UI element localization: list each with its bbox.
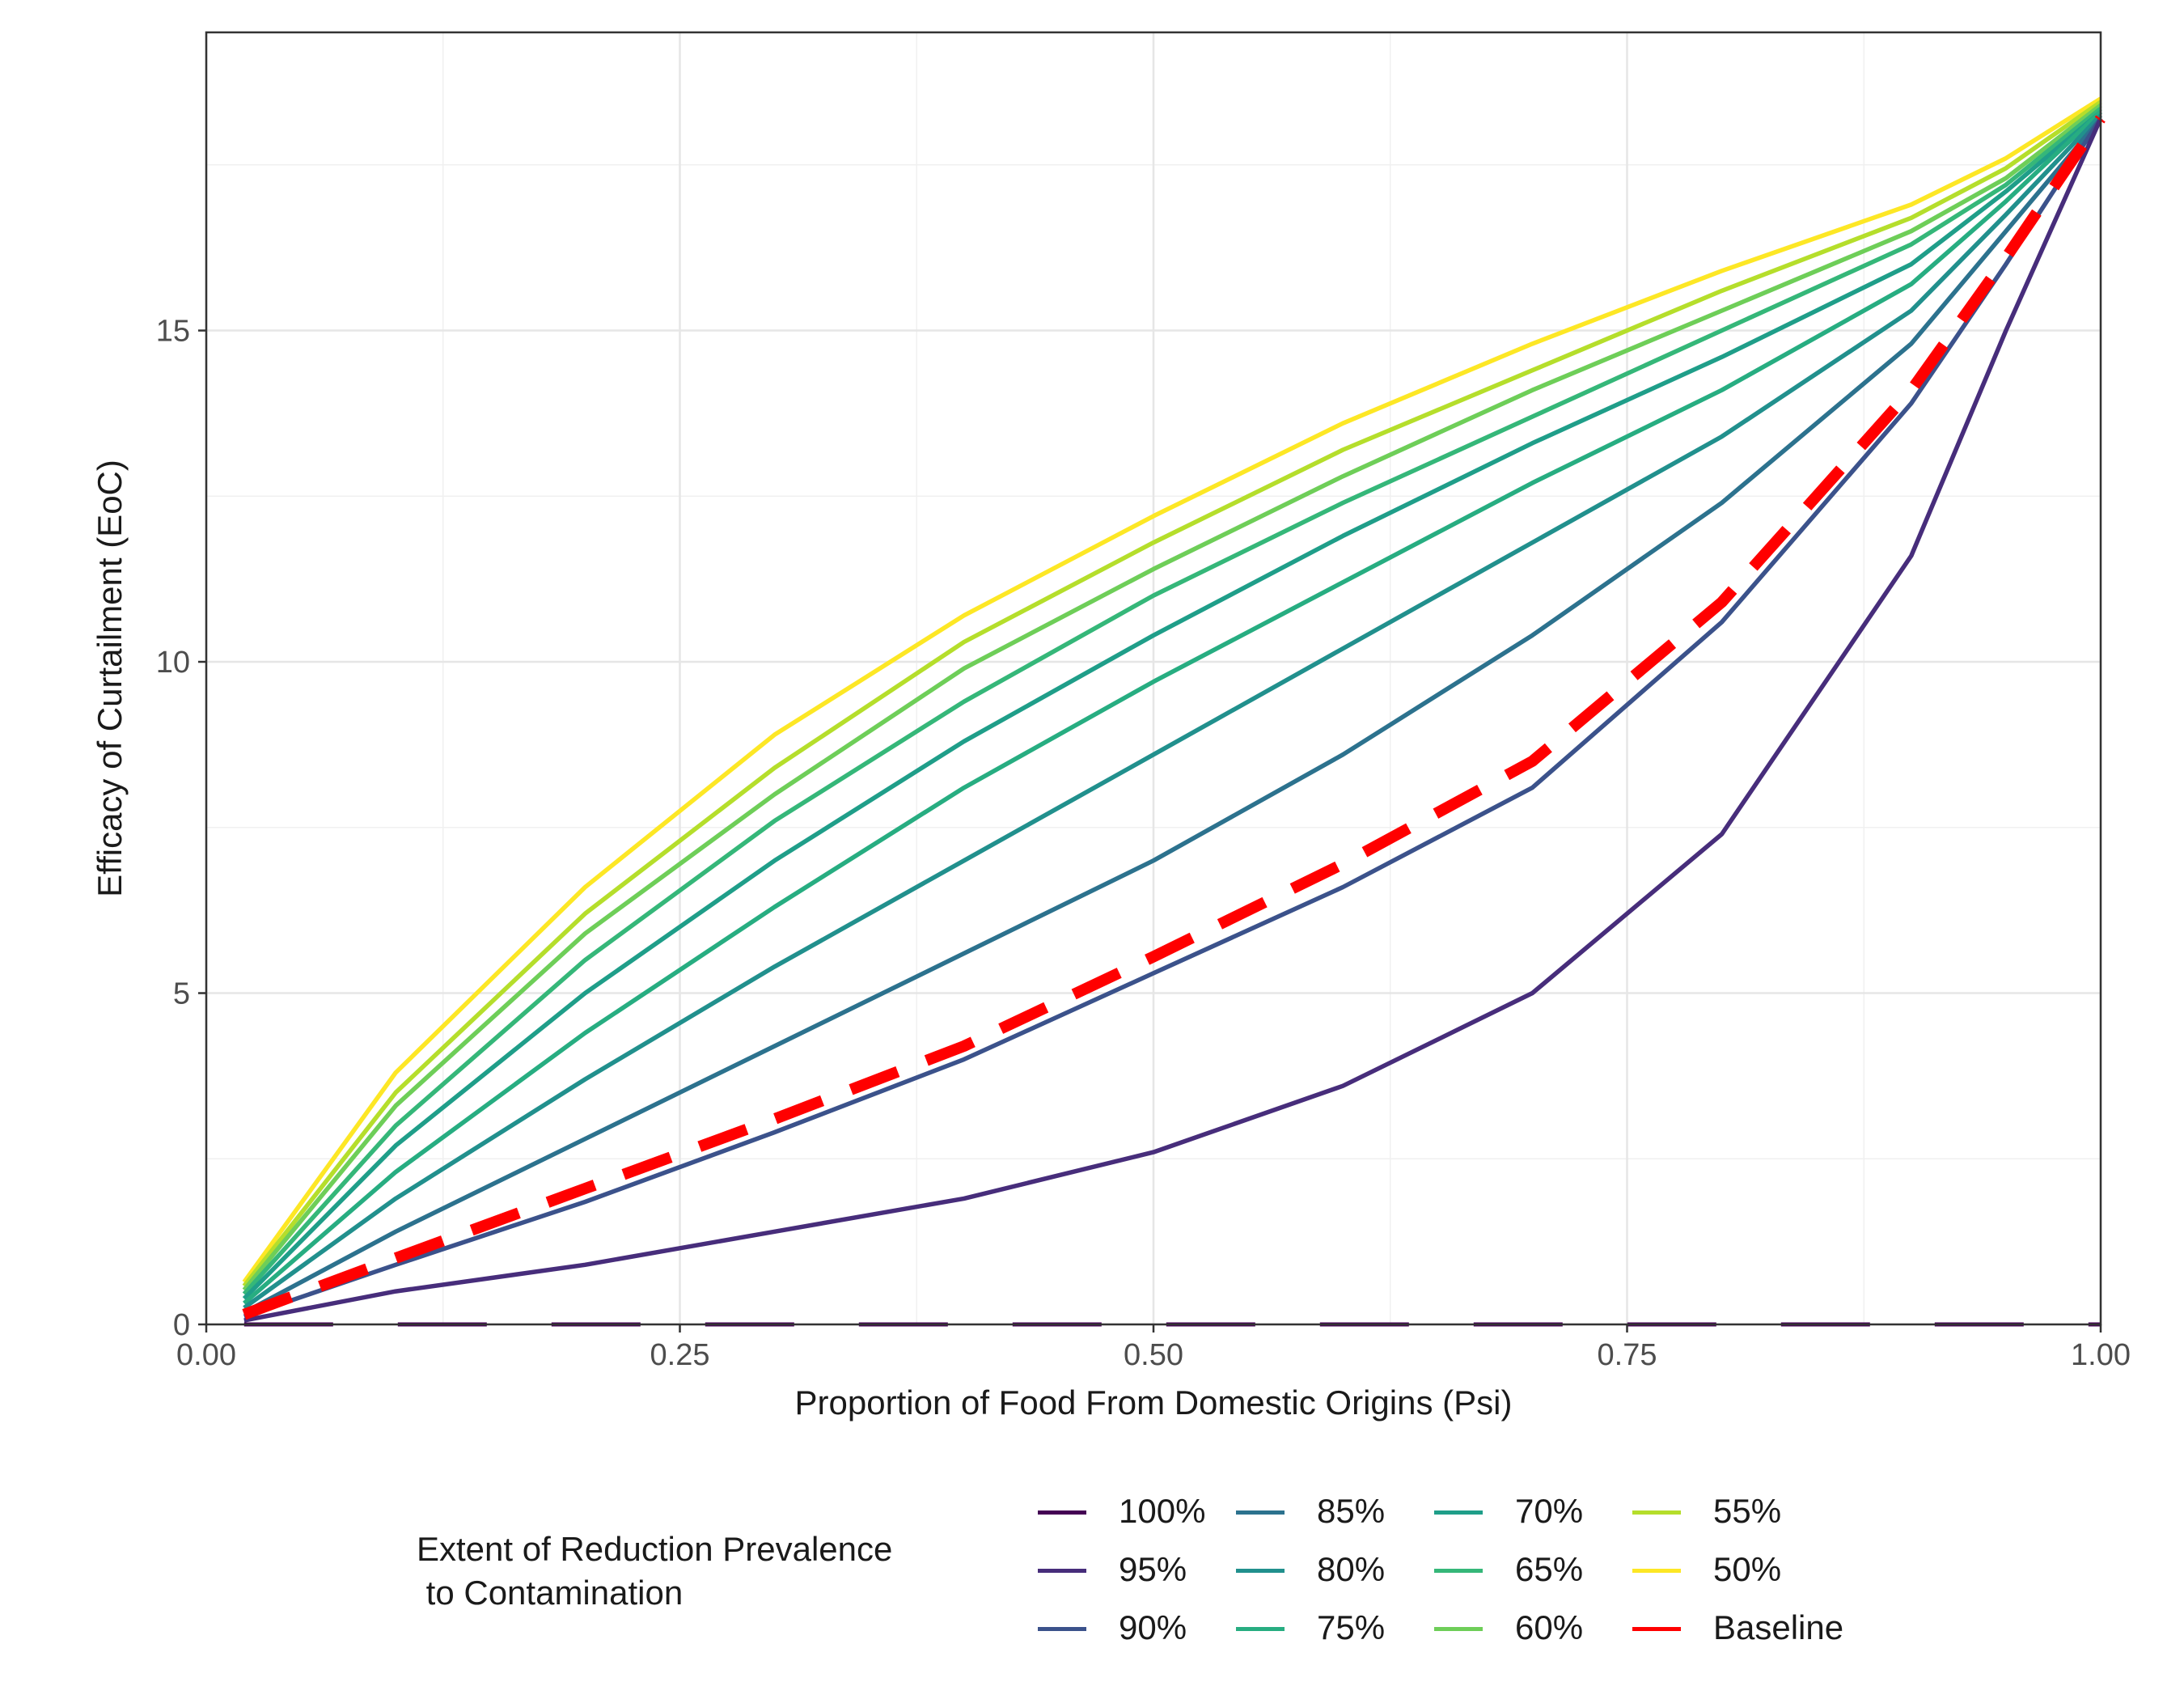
x-tick-label: 0.00 — [176, 1338, 236, 1372]
y-tick-label: 10 — [156, 646, 190, 680]
series-line-70pct — [242, 110, 2102, 1301]
legend-label: Baseline — [1713, 1608, 1844, 1646]
legend-label: 65% — [1515, 1550, 1584, 1588]
legend-label: 70% — [1515, 1492, 1584, 1530]
y-tick-label: 5 — [173, 977, 190, 1011]
legend-label: 60% — [1515, 1608, 1584, 1646]
series-line-65pct — [242, 107, 2102, 1296]
legend-swatch — [1434, 1510, 1483, 1515]
legend-label: 85% — [1317, 1492, 1386, 1530]
series-line-90pct — [243, 117, 2103, 1319]
legend-swatch — [1038, 1569, 1086, 1573]
legend-swatch — [1434, 1569, 1483, 1573]
legend-swatch — [1632, 1569, 1681, 1573]
x-axis-title: Proportion of Food From Domestic Origins… — [795, 1383, 1513, 1421]
x-tick-label: 0.50 — [1124, 1338, 1183, 1372]
legend-label: 55% — [1713, 1492, 1782, 1530]
y-tick-label: 15 — [156, 315, 190, 349]
legend-label: 75% — [1317, 1608, 1386, 1646]
legend-label: 80% — [1317, 1550, 1386, 1588]
series-line-95pct — [243, 117, 2103, 1323]
series-line-85pct — [243, 117, 2103, 1315]
legend-label: 90% — [1119, 1608, 1187, 1646]
legend-swatch — [1236, 1627, 1285, 1631]
legend-swatch — [1632, 1510, 1681, 1515]
legend-title: Extent of Reduction Prevalence to Contam… — [417, 1530, 893, 1612]
y-tick-label: 0 — [173, 1308, 190, 1342]
legend-swatch — [1038, 1510, 1086, 1515]
series-line-80pct — [243, 113, 2102, 1310]
x-tick-label: 0.25 — [650, 1338, 710, 1372]
x-tick-label: 0.75 — [1598, 1338, 1657, 1372]
x-tick-label: 1.00 — [2071, 1338, 2131, 1372]
legend-swatch — [1236, 1510, 1285, 1515]
legend-swatch — [1038, 1627, 1086, 1631]
series-line-baseline — [242, 115, 2106, 1320]
y-axis-title: Efficacy of Curtailment (EoC) — [91, 460, 129, 897]
legend-swatch — [1434, 1627, 1483, 1631]
legend-swatch — [1236, 1569, 1285, 1573]
legend-label: 50% — [1713, 1550, 1782, 1588]
legend-label: 95% — [1119, 1550, 1187, 1588]
series-line-55pct — [242, 100, 2102, 1288]
legend-swatch — [1632, 1627, 1681, 1631]
series-line-50pct — [242, 96, 2102, 1284]
series-line-60pct — [242, 103, 2102, 1292]
legend-label: 100% — [1119, 1492, 1206, 1530]
series-line-75pct — [243, 110, 2102, 1305]
